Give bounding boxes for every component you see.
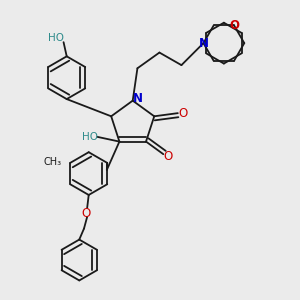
Text: O: O — [179, 106, 188, 120]
Text: CH₃: CH₃ — [43, 157, 62, 166]
Text: N: N — [198, 37, 208, 50]
Text: HO: HO — [82, 132, 98, 142]
Text: HO: HO — [48, 33, 64, 43]
Text: O: O — [81, 207, 90, 220]
Text: O: O — [229, 19, 239, 32]
Text: N: N — [132, 92, 142, 105]
Text: O: O — [164, 150, 172, 163]
